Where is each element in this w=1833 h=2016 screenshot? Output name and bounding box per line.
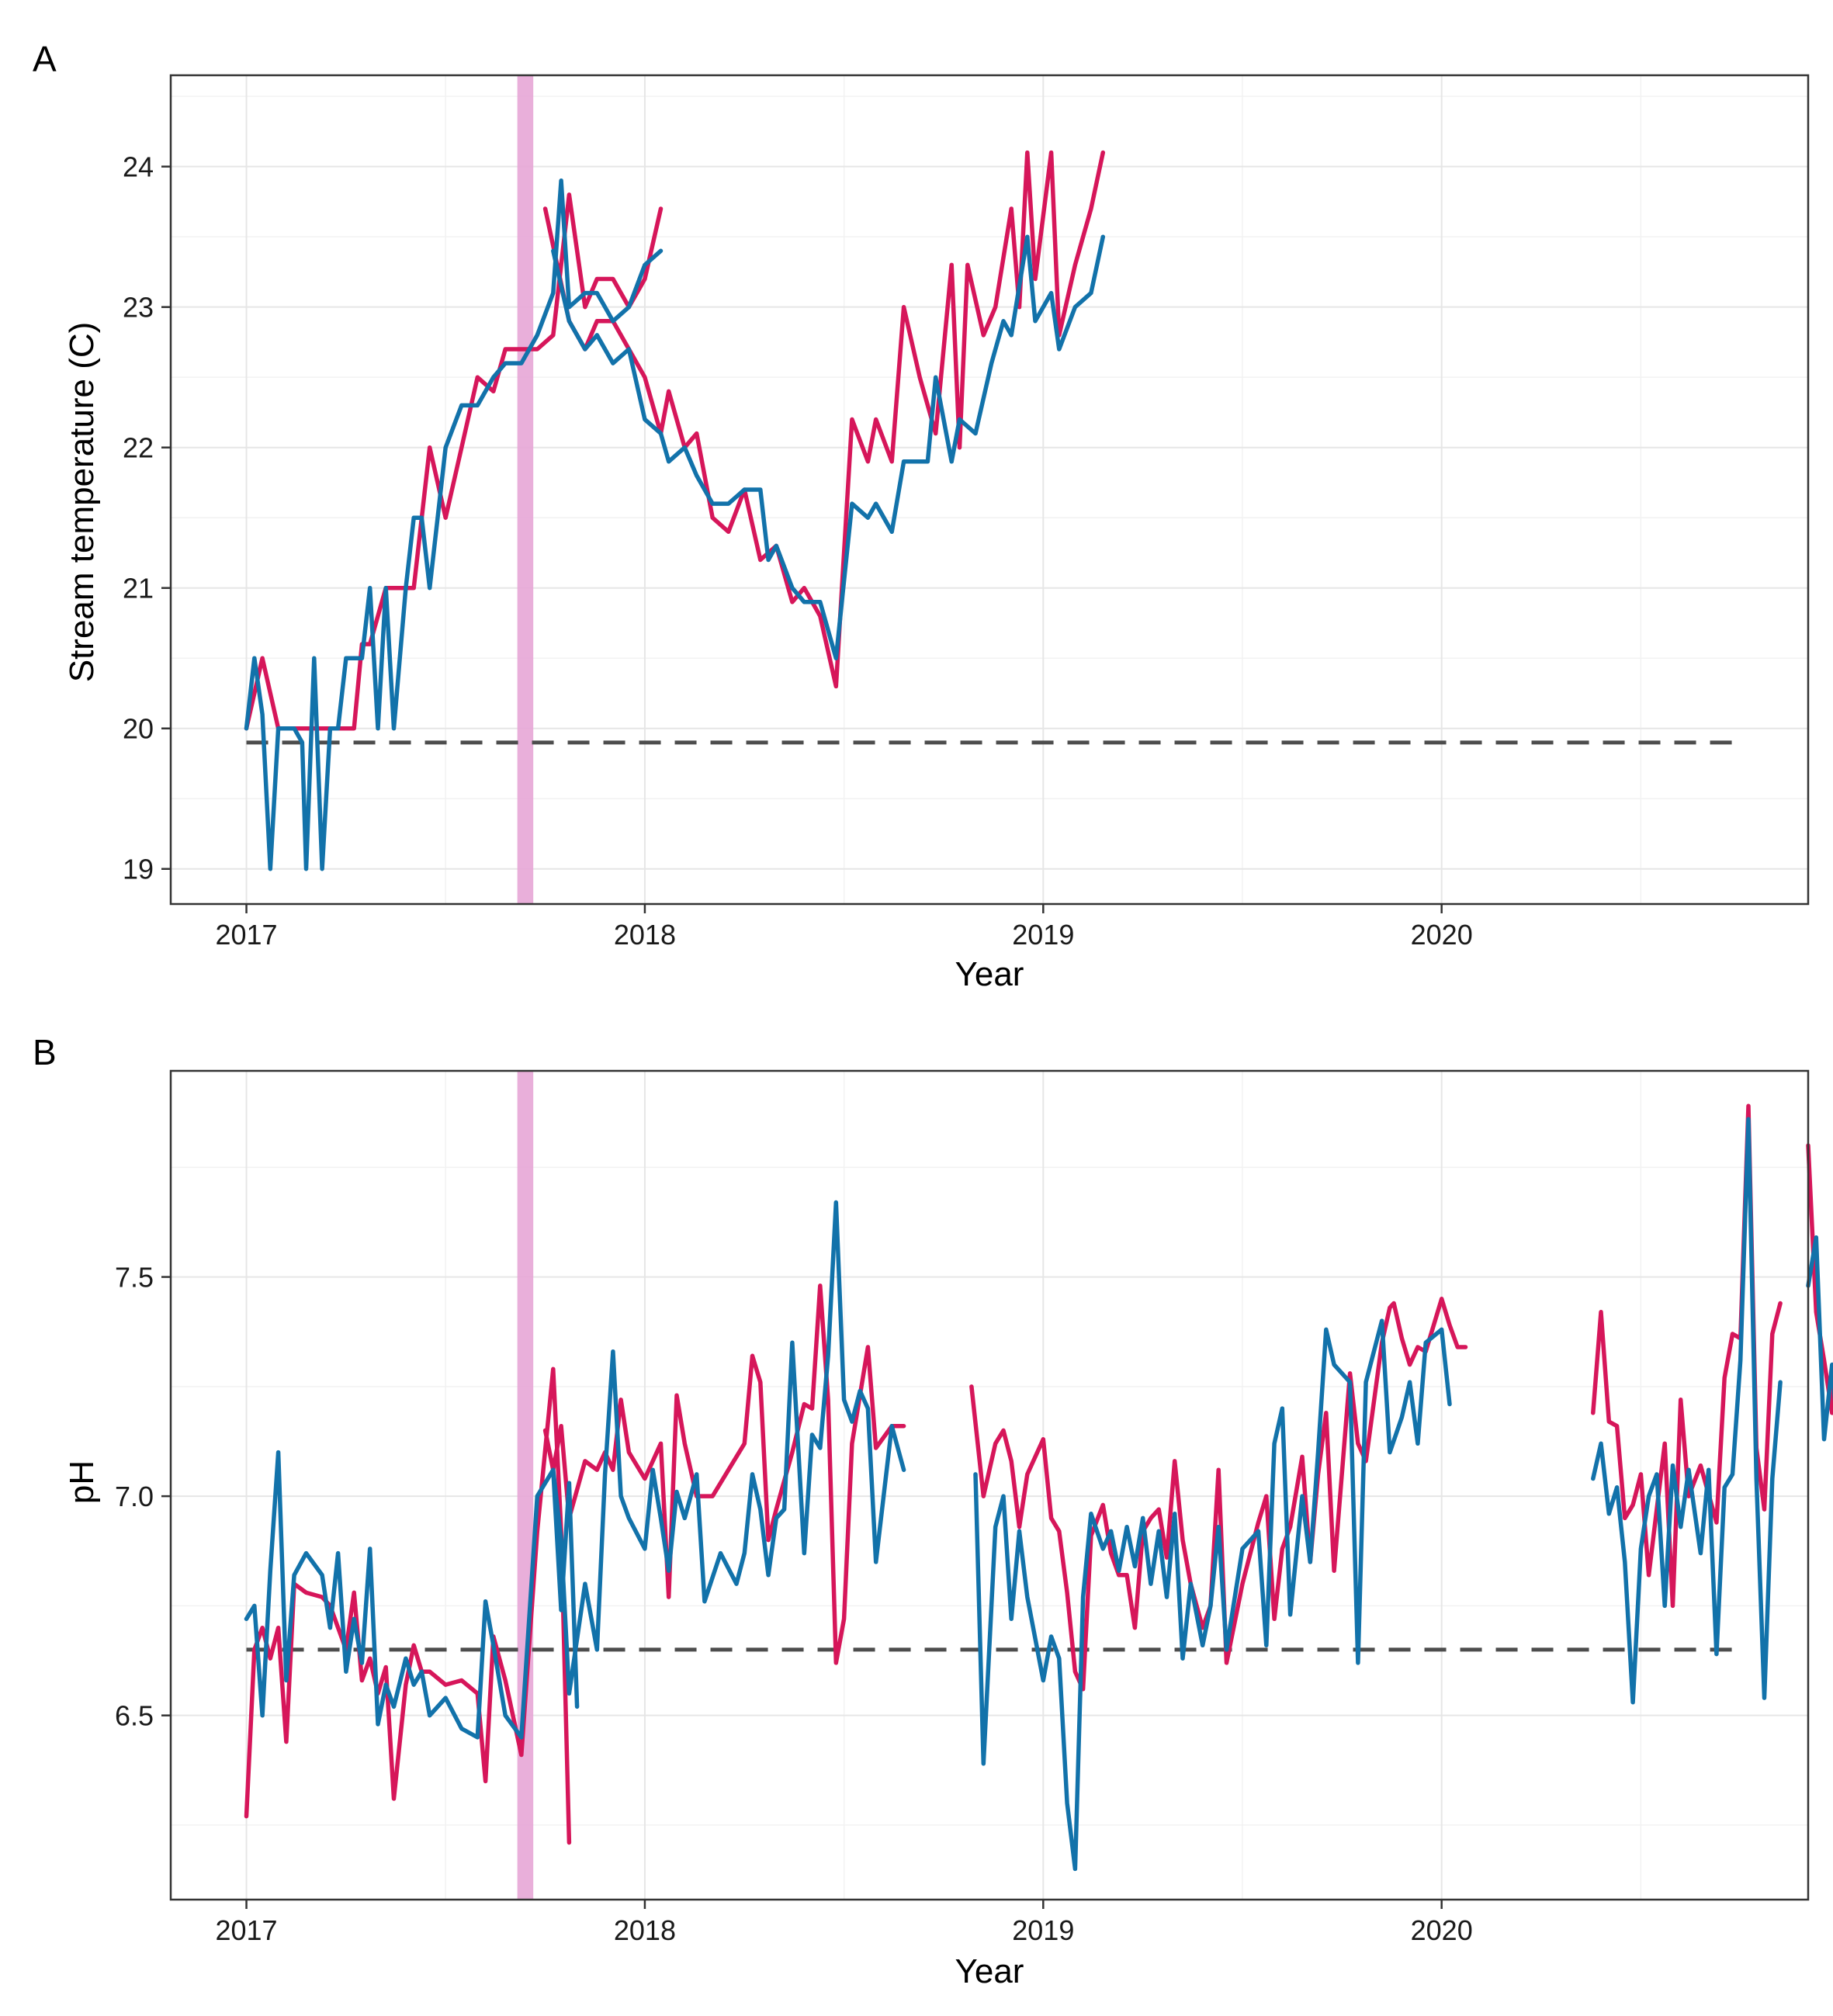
panel-a-series: [244, 150, 1106, 871]
x-tick-label: 2017: [215, 1914, 277, 1946]
series-blue-segment-1: [551, 1200, 906, 1696]
series-red-segment-0: [244, 1367, 572, 1845]
x-tick-label: 2020: [1411, 1914, 1473, 1946]
panel-b-plot-frame: [169, 1069, 1810, 1901]
series-red-segment-2: [969, 1297, 1468, 1692]
y-tick-label: 20: [123, 713, 154, 745]
panel-b-ph-chart: B 2017 2018 2019 2020 6.5 7.0 7.5 Year pH: [33, 1032, 1833, 1990]
panel-a-x-axis: 2017 2018 2019 2020: [215, 904, 1473, 951]
x-tick-label: 2020: [1411, 919, 1473, 951]
panel-b-series: [244, 1103, 1833, 1872]
panel-b-x-axis: 2017 2018 2019 2020: [215, 1900, 1473, 1946]
panel-b-y-axis-title: pH: [63, 1460, 101, 1504]
series-blue-segment-4: [1806, 1235, 1833, 1442]
panel-b-label: B: [33, 1032, 57, 1072]
x-tick-label: 2019: [1012, 919, 1074, 951]
panel-a-grid: [171, 75, 1808, 904]
x-tick-label: 2018: [614, 919, 676, 951]
series-red-segment-0: [244, 192, 664, 731]
panel-b-y-axis: 6.5 7.0 7.5: [115, 1262, 171, 1732]
series-blue-segment-0: [244, 178, 664, 871]
panel-b-event-band: [517, 1071, 534, 1900]
x-tick-label: 2018: [614, 1914, 676, 1946]
panel-a-label: A: [33, 39, 57, 79]
panel-a-event-band: [517, 75, 534, 904]
y-tick-label: 7.0: [115, 1481, 154, 1512]
y-tick-label: 6.5: [115, 1700, 154, 1732]
panel-b-x-axis-title: Year: [955, 1952, 1024, 1990]
panel-a-y-axis: 19 20 21 22 23 24: [123, 151, 171, 885]
series-blue-segment-2: [973, 1318, 1452, 1872]
x-tick-label: 2017: [215, 919, 277, 951]
series-red-segment-4: [1806, 1143, 1833, 1415]
panel-a-x-axis-title: Year: [955, 955, 1024, 993]
y-tick-label: 24: [123, 151, 154, 183]
series-blue-segment-0: [244, 1450, 580, 1740]
y-tick-label: 23: [123, 292, 154, 324]
series-red-segment-1: [542, 1283, 906, 1665]
x-tick-label: 2019: [1012, 1914, 1074, 1946]
panel-a-temperature-chart: A 2017 2018 2019 2020 19 20 21 22 23 24 Year Str…: [33, 39, 1810, 993]
panel-b-grid: [171, 1071, 1808, 1900]
series-blue-segment-1: [551, 234, 1106, 660]
panel-a-y-axis-title: Stream temperature (C): [63, 322, 101, 683]
y-tick-label: 21: [123, 573, 154, 604]
y-tick-label: 7.5: [115, 1262, 154, 1294]
series-blue-segment-3: [1591, 1117, 1783, 1705]
series-red-segment-1: [542, 150, 1106, 689]
y-tick-label: 19: [123, 854, 154, 885]
y-tick-label: 22: [123, 432, 154, 464]
panel-a-plot-frame: [169, 74, 1810, 906]
